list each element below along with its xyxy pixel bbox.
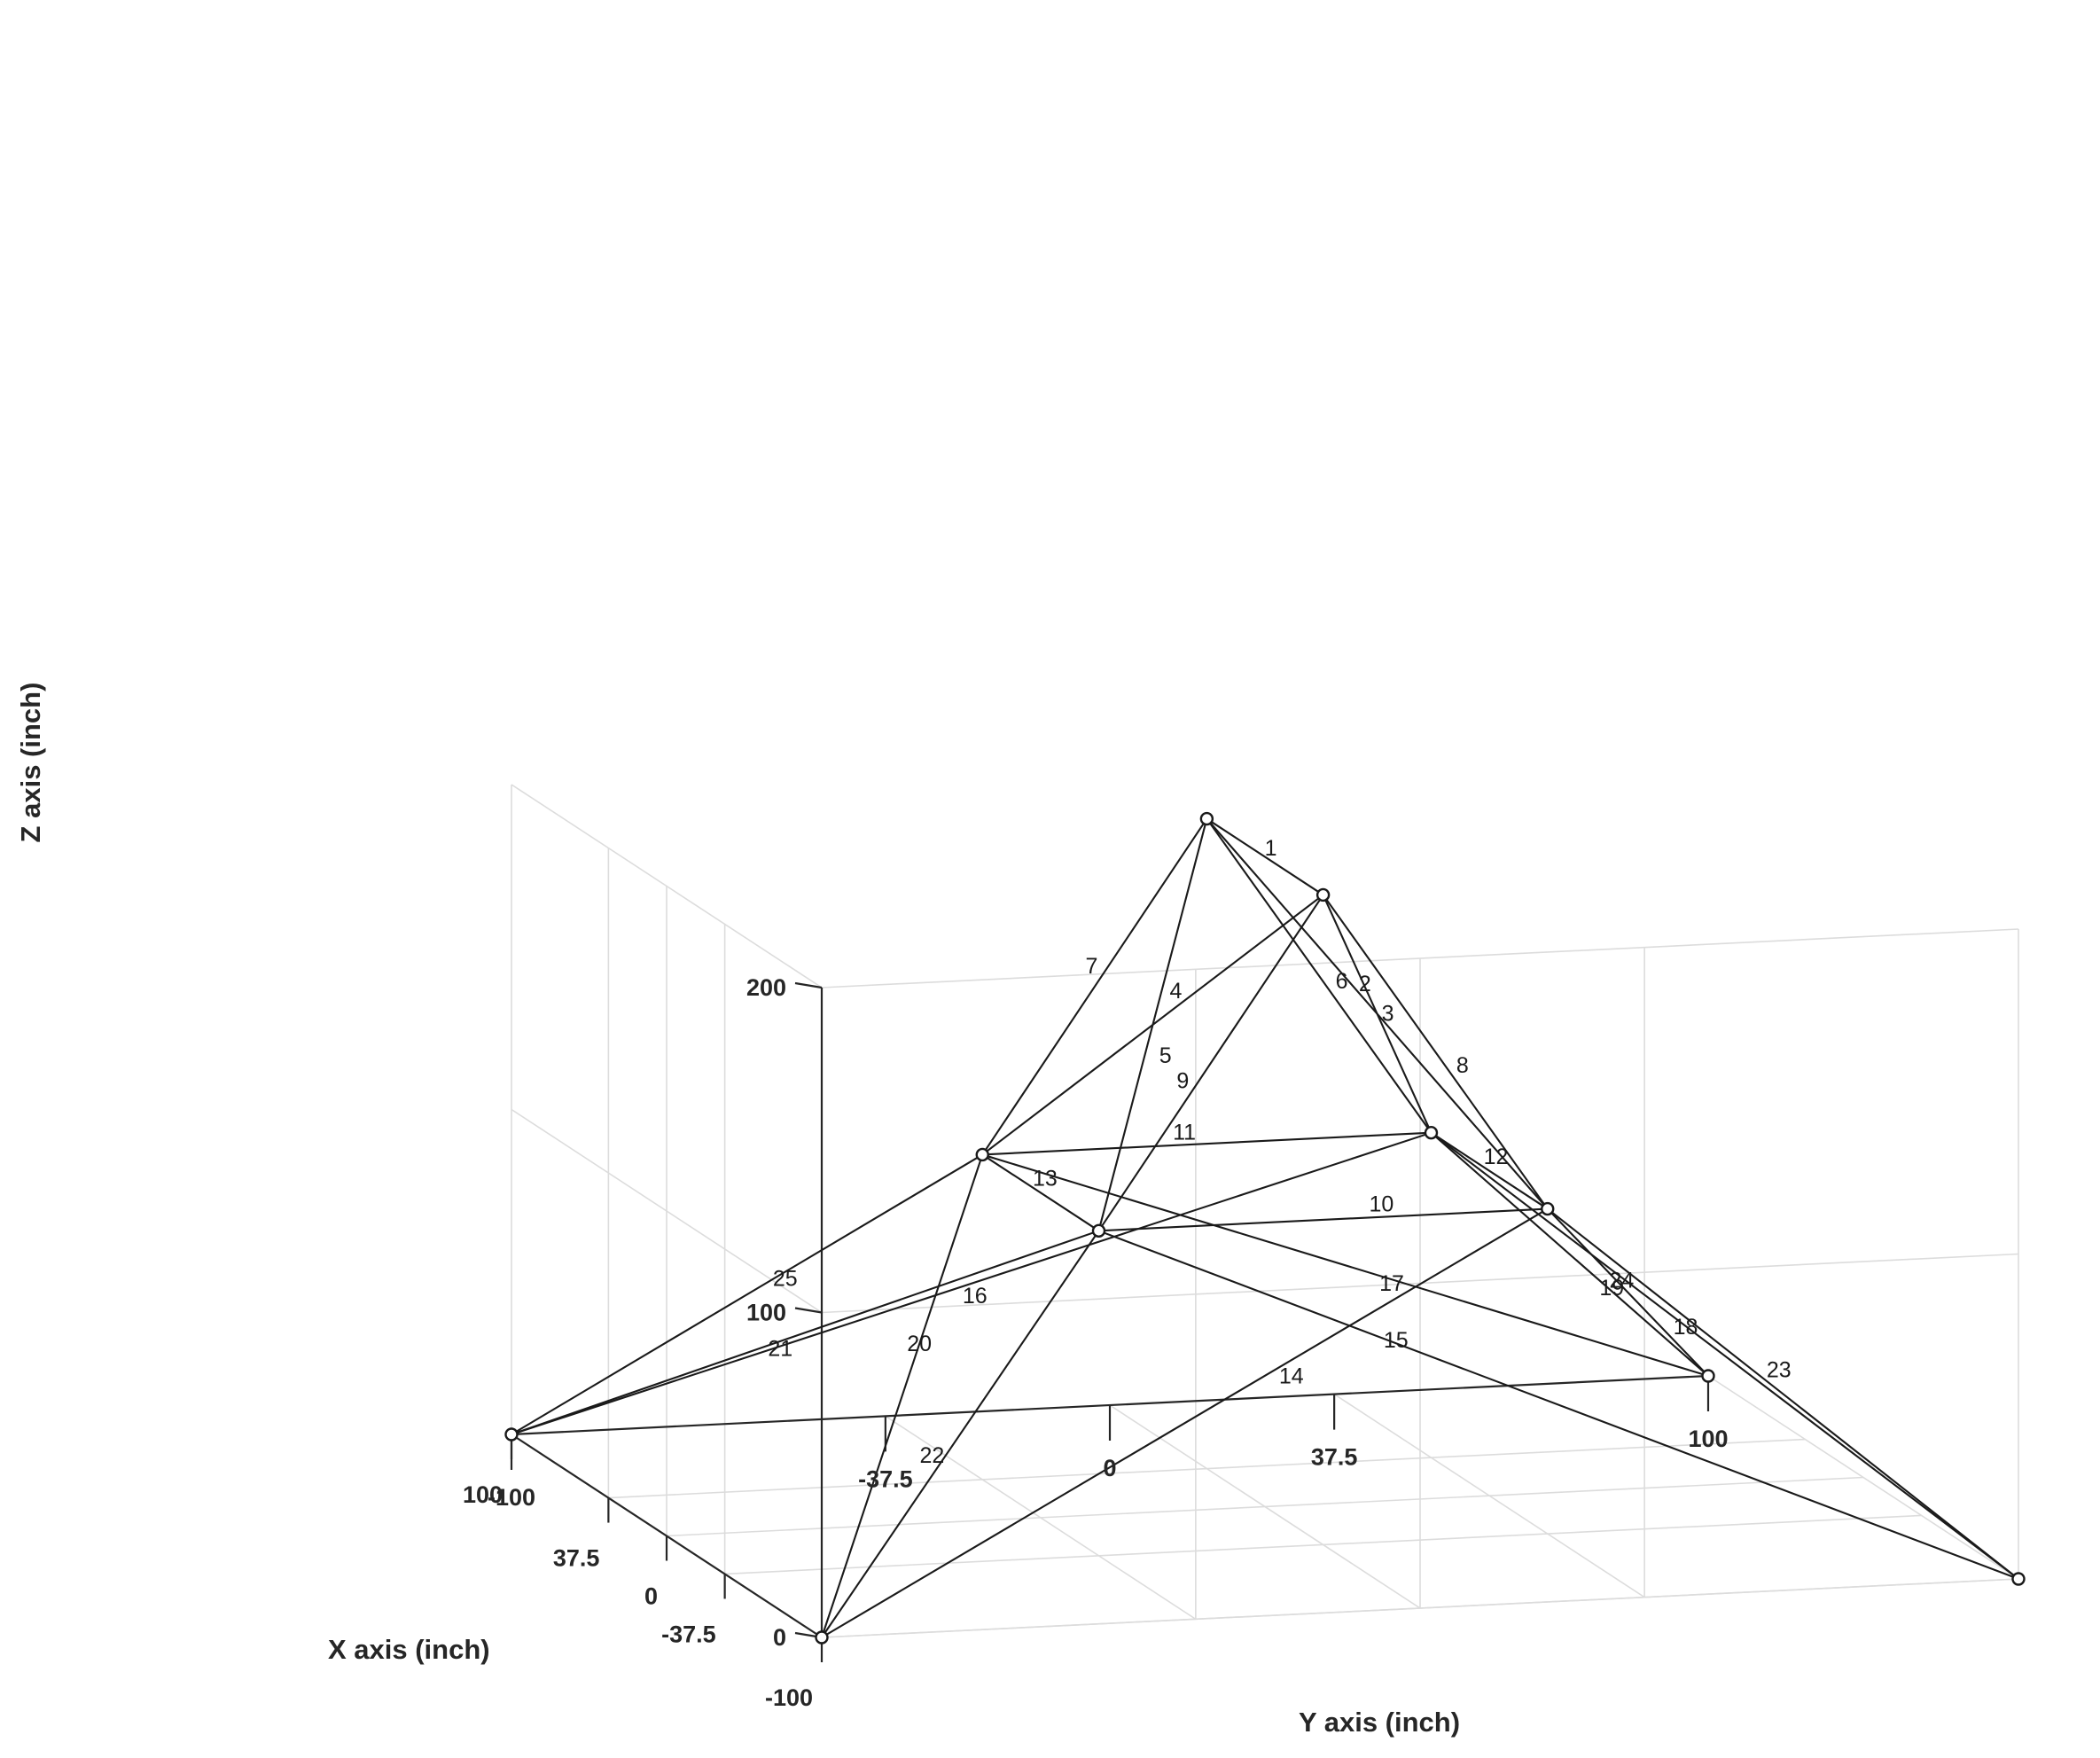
truss-member-15 [1098, 1230, 2019, 1580]
z-tick [794, 1307, 823, 1314]
member-label: 11 [1173, 1120, 1196, 1145]
truss-member-1 [1206, 817, 1324, 896]
member-label: 12 [1484, 1145, 1509, 1169]
truss-member-17 [981, 1153, 1709, 1378]
member-label: 1 [1265, 836, 1277, 861]
truss-node [2011, 1572, 2026, 1586]
back-wall-grid-line [821, 1578, 2019, 1638]
back-wall-grid-line [821, 928, 2019, 988]
x-axis-title: X axis (inch) [328, 1634, 490, 1665]
truss-member-12 [1430, 1131, 1549, 1210]
truss-node [815, 1630, 829, 1645]
x-tick-label: -37.5 [661, 1621, 716, 1647]
member-label: 13 [1033, 1166, 1058, 1191]
floor-grid-line [885, 1415, 1197, 1621]
member-label: 5 [1159, 1043, 1172, 1068]
member-label: 6 [1336, 969, 1348, 994]
y-tick-label: 37.5 [1311, 1444, 1358, 1471]
y-tick-label: -100 [488, 1484, 535, 1511]
z-axis-title: Z axis (inch) [15, 683, 46, 843]
member-label: 25 [773, 1267, 798, 1292]
truss-member-21 [511, 1230, 1099, 1435]
truss-member-19 [1546, 1207, 1709, 1377]
truss-member-9 [1097, 894, 1324, 1231]
truss-node [504, 1427, 519, 1442]
member-label: 15 [1384, 1328, 1409, 1353]
truss-node [1315, 887, 1331, 902]
y-tick-label: 0 [1103, 1455, 1116, 1481]
x-tick-label: -100 [765, 1684, 813, 1711]
axes [510, 981, 1710, 1662]
truss-node [1701, 1369, 1715, 1383]
member-label: 8 [1456, 1053, 1469, 1078]
member-label: 16 [963, 1284, 988, 1309]
member-label: 10 [1370, 1192, 1394, 1217]
z-tick-label: 200 [746, 974, 786, 1001]
truss-member-3 [1206, 817, 1549, 1210]
floor-grid-line [1109, 1404, 1421, 1609]
z-tick-label: 100 [746, 1300, 786, 1326]
y-axis-title: Y axis (inch) [1299, 1707, 1460, 1738]
member-label: 20 [907, 1332, 932, 1356]
member-label: 9 [1176, 1068, 1189, 1093]
member-label: 17 [1379, 1271, 1404, 1296]
y-tick-label: 100 [1688, 1426, 1728, 1452]
truss-node [975, 1147, 989, 1162]
truss-node [1199, 811, 1214, 826]
member-label: 21 [768, 1337, 792, 1362]
truss-member-13 [981, 1153, 1100, 1232]
truss-node [1424, 1125, 1439, 1140]
truss-member-24 [1430, 1131, 1709, 1377]
truss-members [511, 817, 2019, 1638]
member-label: 4 [1169, 979, 1182, 1004]
z-tick-label: 0 [773, 1624, 786, 1651]
left-wall-grid-line [511, 784, 823, 988]
truss-member-22 [821, 1230, 1100, 1638]
truss-member-23 [1547, 1207, 2019, 1580]
truss-nodes [504, 811, 2026, 1645]
truss-member-6 [1206, 817, 1433, 1134]
member-label: 14 [1279, 1363, 1304, 1388]
truss-node [1541, 1201, 1555, 1216]
z-tick [794, 981, 823, 989]
member-label: 22 [919, 1443, 944, 1468]
truss-node [1091, 1223, 1106, 1238]
member-label: 2 [1359, 972, 1371, 996]
floor-grid-line [1707, 1375, 2019, 1580]
member-label: 18 [1674, 1315, 1698, 1340]
y-tick-label: -37.5 [858, 1465, 913, 1492]
truss-member-10 [1098, 1207, 1548, 1232]
grid-lines [511, 784, 2019, 1638]
member-label: 23 [1767, 1357, 1792, 1382]
truss-member-8 [1322, 894, 1549, 1210]
floor-grid-line [1333, 1393, 1645, 1598]
member-label: 3 [1382, 1002, 1394, 1027]
truss-member-18 [1430, 1131, 2019, 1580]
member-label: 24 [1609, 1269, 1634, 1293]
x-tick-label: 37.5 [553, 1545, 600, 1572]
truss-member-14 [821, 1207, 1549, 1638]
truss-member-5 [1097, 818, 1208, 1231]
left-wall-grid-line [511, 1108, 823, 1314]
truss-member-11 [982, 1131, 1432, 1156]
truss-member-25 [511, 1153, 983, 1435]
x-tick-label: 0 [644, 1583, 658, 1610]
member-label: 19 [1599, 1276, 1624, 1301]
member-label: 7 [1086, 954, 1098, 979]
x-tick-label: 100 [463, 1481, 503, 1508]
truss-member-20 [821, 1154, 984, 1638]
truss-member-7 [981, 817, 1208, 1156]
truss-member-16 [511, 1131, 1432, 1435]
